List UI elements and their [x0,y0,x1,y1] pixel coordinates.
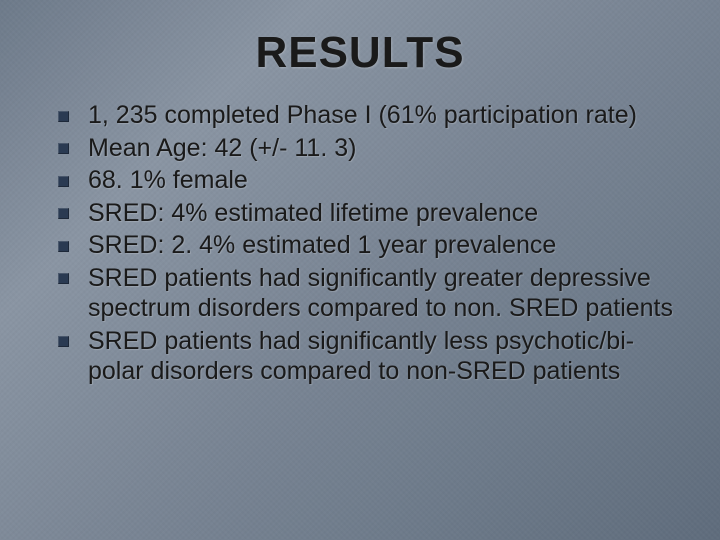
list-item: SRED: 4% estimated lifetime prevalence [58,198,680,229]
list-item: 1, 235 completed Phase I (61% participat… [58,100,680,131]
list-item: SRED patients had significantly greater … [58,263,680,324]
list-item: SRED patients had significantly less psy… [58,326,680,387]
list-item: 68. 1% female [58,165,680,196]
bullet-list: 1, 235 completed Phase I (61% participat… [40,100,680,387]
list-item: Mean Age: 42 (+/- 11. 3) [58,133,680,164]
slide-title: RESULTS [40,28,680,78]
list-item: SRED: 2. 4% estimated 1 year prevalence [58,230,680,261]
slide: RESULTS 1, 235 completed Phase I (61% pa… [0,0,720,540]
